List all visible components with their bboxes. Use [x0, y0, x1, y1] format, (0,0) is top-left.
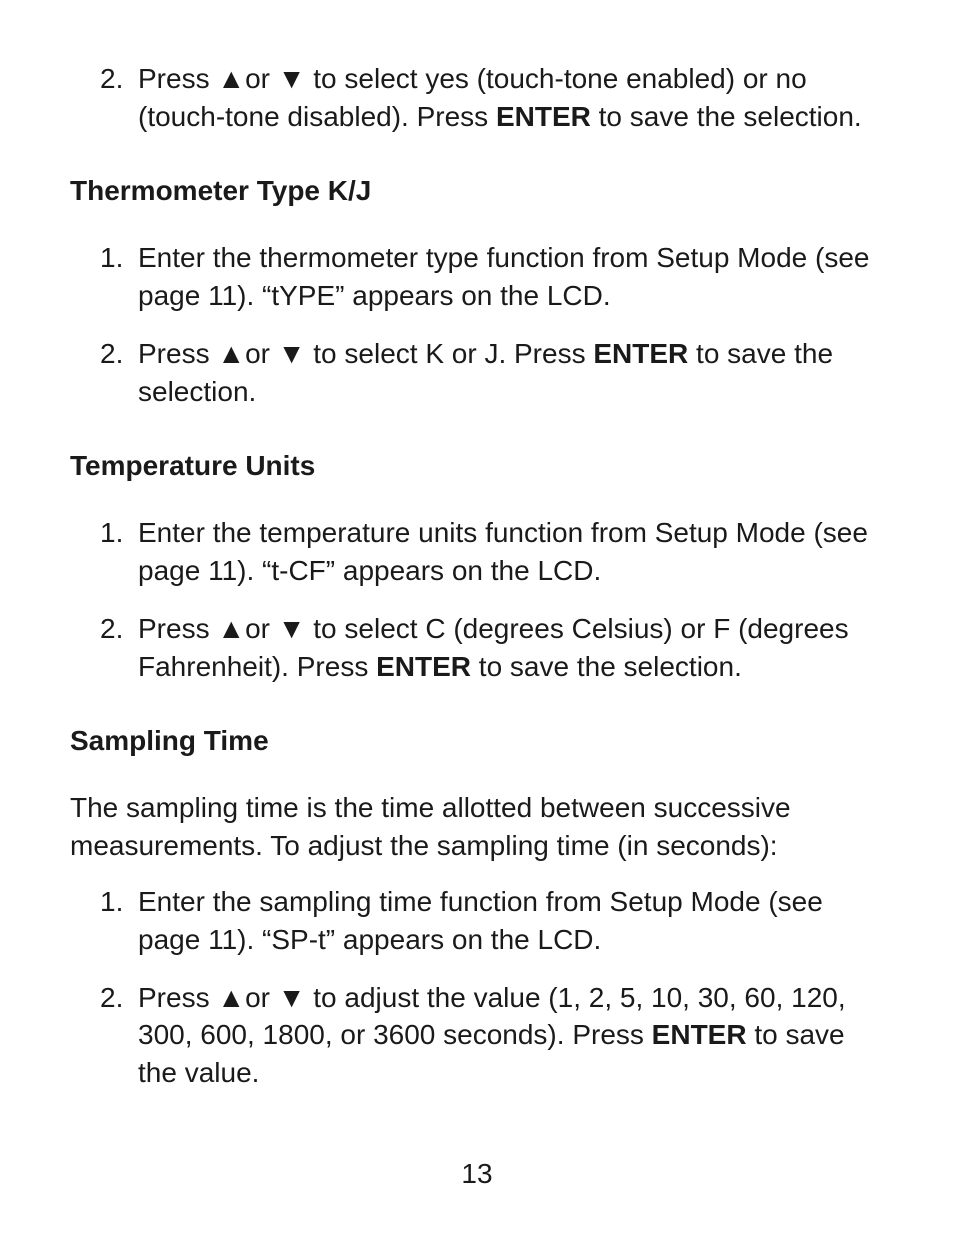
enter-key-label: ENTER: [376, 651, 471, 682]
section-heading-thermometer-type: Thermometer Type K/J: [70, 172, 884, 210]
up-triangle-icon: ▲: [217, 613, 245, 644]
step-text: Enter the thermometer type function from…: [138, 242, 869, 311]
sampling-time-steps-list: 1. Enter the sampling time function from…: [70, 883, 884, 1092]
page-number: 13: [0, 1155, 954, 1193]
step-text: Press ▲or ▼ to select yes (touch-tone en…: [138, 63, 862, 132]
text-fragment: Press: [138, 982, 217, 1013]
step-number: 2.: [100, 610, 123, 648]
text-fragment: Press: [138, 63, 217, 94]
step-number: 2.: [100, 335, 123, 373]
enter-key-label: ENTER: [496, 101, 591, 132]
list-item: 2. Press ▲or ▼ to select yes (touch-tone…: [70, 60, 884, 136]
step-number: 1.: [100, 883, 123, 921]
manual-page: 2. Press ▲or ▼ to select yes (touch-tone…: [0, 0, 954, 1235]
sampling-time-paragraph: The sampling time is the time allotted b…: [70, 789, 884, 865]
intro-steps-list: 2. Press ▲or ▼ to select yes (touch-tone…: [70, 60, 884, 136]
text-fragment: to save the selection.: [591, 101, 862, 132]
step-number: 2.: [100, 979, 123, 1017]
section-heading-sampling-time: Sampling Time: [70, 722, 884, 760]
text-fragment: to select K or J. Press: [305, 338, 593, 369]
list-item: 1. Enter the sampling time function from…: [70, 883, 884, 959]
down-triangle-icon: ▼: [278, 338, 306, 369]
section-heading-temperature-units: Temperature Units: [70, 447, 884, 485]
text-fragment: or: [245, 338, 278, 369]
step-text: Enter the sampling time function from Se…: [138, 886, 823, 955]
list-item: 2. Press ▲or ▼ to select C (degrees Cels…: [70, 610, 884, 686]
thermometer-steps-list: 1. Enter the thermometer type function f…: [70, 239, 884, 410]
step-number: 2.: [100, 60, 123, 98]
text-fragment: Press: [138, 613, 217, 644]
enter-key-label: ENTER: [652, 1019, 747, 1050]
text-fragment: or: [245, 63, 278, 94]
text-fragment: or: [245, 982, 278, 1013]
step-text: Enter the temperature units function fro…: [138, 517, 868, 586]
up-triangle-icon: ▲: [217, 338, 245, 369]
temperature-units-steps-list: 1. Enter the temperature units function …: [70, 514, 884, 685]
step-number: 1.: [100, 239, 123, 277]
list-item: 1. Enter the thermometer type function f…: [70, 239, 884, 315]
step-number: 1.: [100, 514, 123, 552]
list-item: 2. Press ▲or ▼ to adjust the value (1, 2…: [70, 979, 884, 1092]
step-text: Press ▲or ▼ to select C (degrees Celsius…: [138, 613, 849, 682]
step-text: Press ▲or ▼ to adjust the value (1, 2, 5…: [138, 982, 846, 1089]
down-triangle-icon: ▼: [278, 63, 306, 94]
up-triangle-icon: ▲: [217, 63, 245, 94]
text-fragment: to save the selection.: [471, 651, 742, 682]
step-text: Press ▲or ▼ to select K or J. Press ENTE…: [138, 338, 833, 407]
list-item: 2. Press ▲or ▼ to select K or J. Press E…: [70, 335, 884, 411]
list-item: 1. Enter the temperature units function …: [70, 514, 884, 590]
enter-key-label: ENTER: [593, 338, 688, 369]
text-fragment: or: [245, 613, 278, 644]
down-triangle-icon: ▼: [278, 982, 306, 1013]
up-triangle-icon: ▲: [217, 982, 245, 1013]
text-fragment: Press: [138, 338, 217, 369]
down-triangle-icon: ▼: [278, 613, 306, 644]
